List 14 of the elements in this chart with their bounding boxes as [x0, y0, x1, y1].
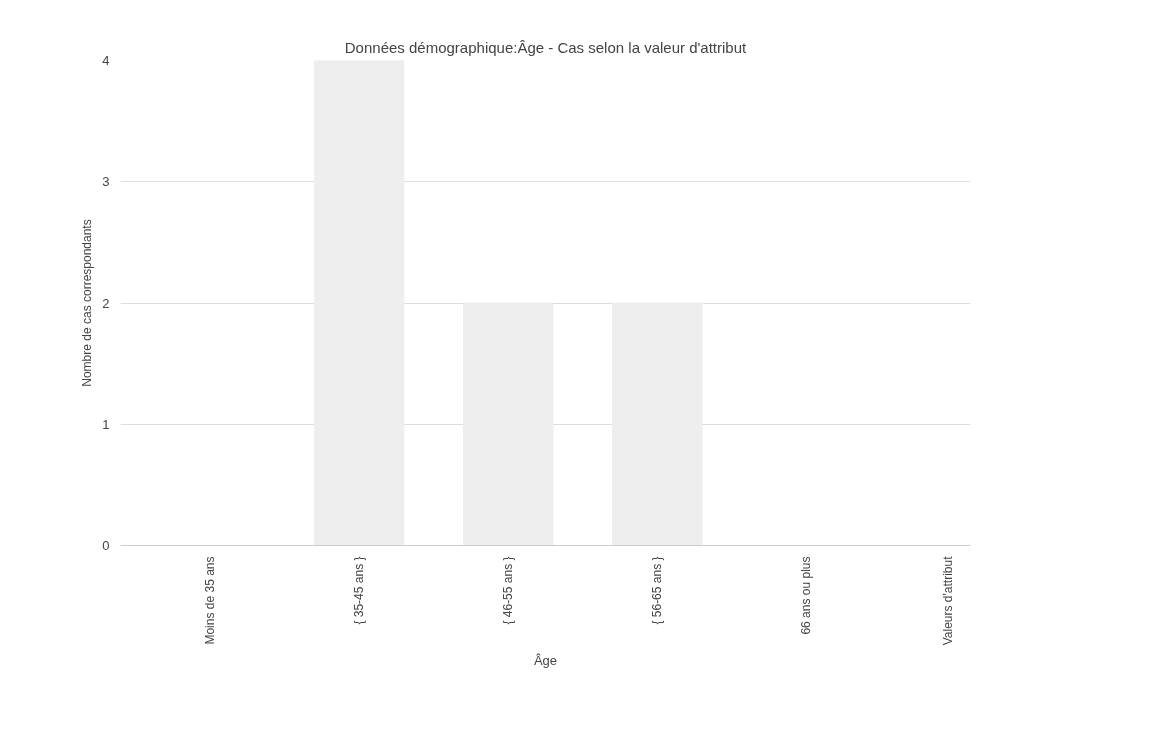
x-axis-title: Âge: [533, 653, 558, 669]
x-tick-label: 66 ans ou plus: [799, 556, 814, 635]
y-tick-label: 1: [102, 416, 110, 432]
y-tick-label: 0: [102, 538, 110, 553]
chart-title: Données démographique:Âge - Cas selon la valeur d'attribut: [344, 38, 748, 56]
x-tick-label: { 35-45 ans }: [352, 556, 367, 625]
x-tick-label: { 46-55 ans }: [501, 556, 516, 625]
x-tick-label: Moins de 35 ans: [202, 556, 217, 645]
y-tick-label: 3: [102, 174, 110, 190]
y-tick-label: 2: [102, 295, 110, 311]
x-tick-label: { 56-65 ans }: [650, 556, 665, 625]
y-axis-title: Nombre de cas correspondants: [80, 219, 95, 387]
y-tick-label: 4: [102, 53, 110, 68]
text: Valeurs d'attribut: [941, 555, 956, 646]
